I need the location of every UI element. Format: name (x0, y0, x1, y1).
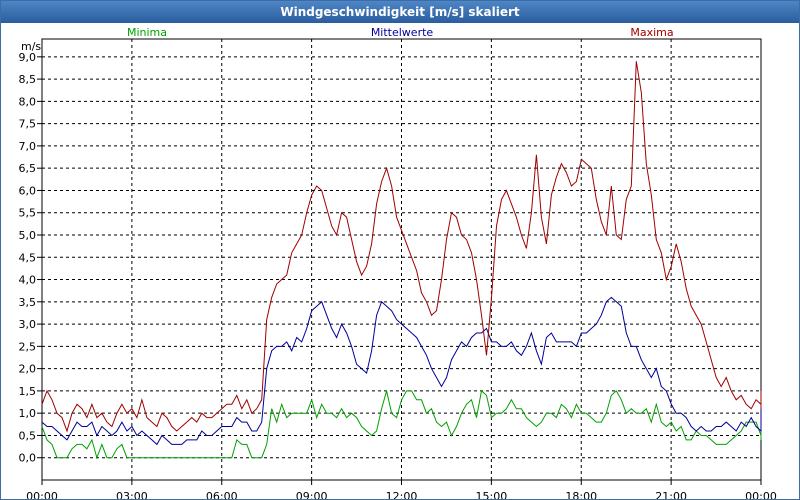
x-tick-time: 21:00 (655, 490, 687, 499)
x-tick-time: 00:00 (26, 490, 58, 499)
y-tick-label: 5,5 (19, 207, 37, 220)
x-tick-time: 15:00 (476, 490, 508, 499)
x-tick-time: 18:00 (565, 490, 597, 499)
y-axis: 0,0 0,5 1,0 1,5 2,0 2,5 3,0 3,5 4,0 4,5 5,0 5,5 6,0 6… (19, 51, 42, 465)
series-lines (41, 61, 762, 460)
y-tick-label: 9,0 (19, 51, 37, 64)
y-tick-label: 2,5 (19, 340, 37, 353)
y-tick-label: 3,0 (19, 318, 37, 331)
x-tick-time: 00:00 (745, 490, 777, 499)
series-line-maxima (41, 61, 762, 433)
y-tick-label: 7,0 (19, 140, 37, 153)
y-tick-label: 2,0 (19, 363, 37, 376)
y-tick-label: 0,0 (19, 452, 37, 465)
window-title: Windgeschwindigkeit [m/s] skaliert (1, 1, 799, 23)
x-axis: 00:0030.07.1903:0030.07.1906:0030.07.190… (26, 480, 777, 499)
series-line-mittelwerte (41, 296, 762, 446)
wind-speed-chart: 0,0 0,5 1,0 1,5 2,0 2,5 3,0 3,5 4,0 4,5 5,0 5,5 6,0 6… (19, 26, 777, 499)
y-tick-label: 4,5 (19, 251, 37, 264)
y-tick-label: 8,5 (19, 73, 37, 86)
y-tick-label: 1,5 (19, 385, 37, 398)
series-line-minima (41, 389, 762, 460)
y-tick-label: 6,5 (19, 162, 37, 175)
x-tick-time: 06:00 (206, 490, 238, 499)
x-tick-time: 12:00 (386, 490, 418, 499)
grid-lines (42, 39, 761, 480)
y-tick-label: 0,5 (19, 429, 37, 442)
legend-minima: Minima (127, 26, 167, 39)
y-tick-label: 5,0 (19, 229, 37, 242)
y-tick-label: 8,0 (19, 95, 37, 108)
x-tick-time: 09:00 (296, 490, 328, 499)
y-tick-label: 4,0 (19, 274, 37, 287)
y-tick-label: 3,5 (19, 296, 37, 309)
x-tick-time: 03:00 (116, 490, 148, 499)
legend-mittelwerte: Mittelwerte (371, 26, 434, 39)
y-tick-label: 1,0 (19, 407, 37, 420)
y-axis-label: m/s (21, 40, 41, 53)
legend-maxima: Maxima (630, 26, 673, 39)
y-tick-label: 6,0 (19, 184, 37, 197)
y-tick-label: 7,5 (19, 118, 37, 131)
